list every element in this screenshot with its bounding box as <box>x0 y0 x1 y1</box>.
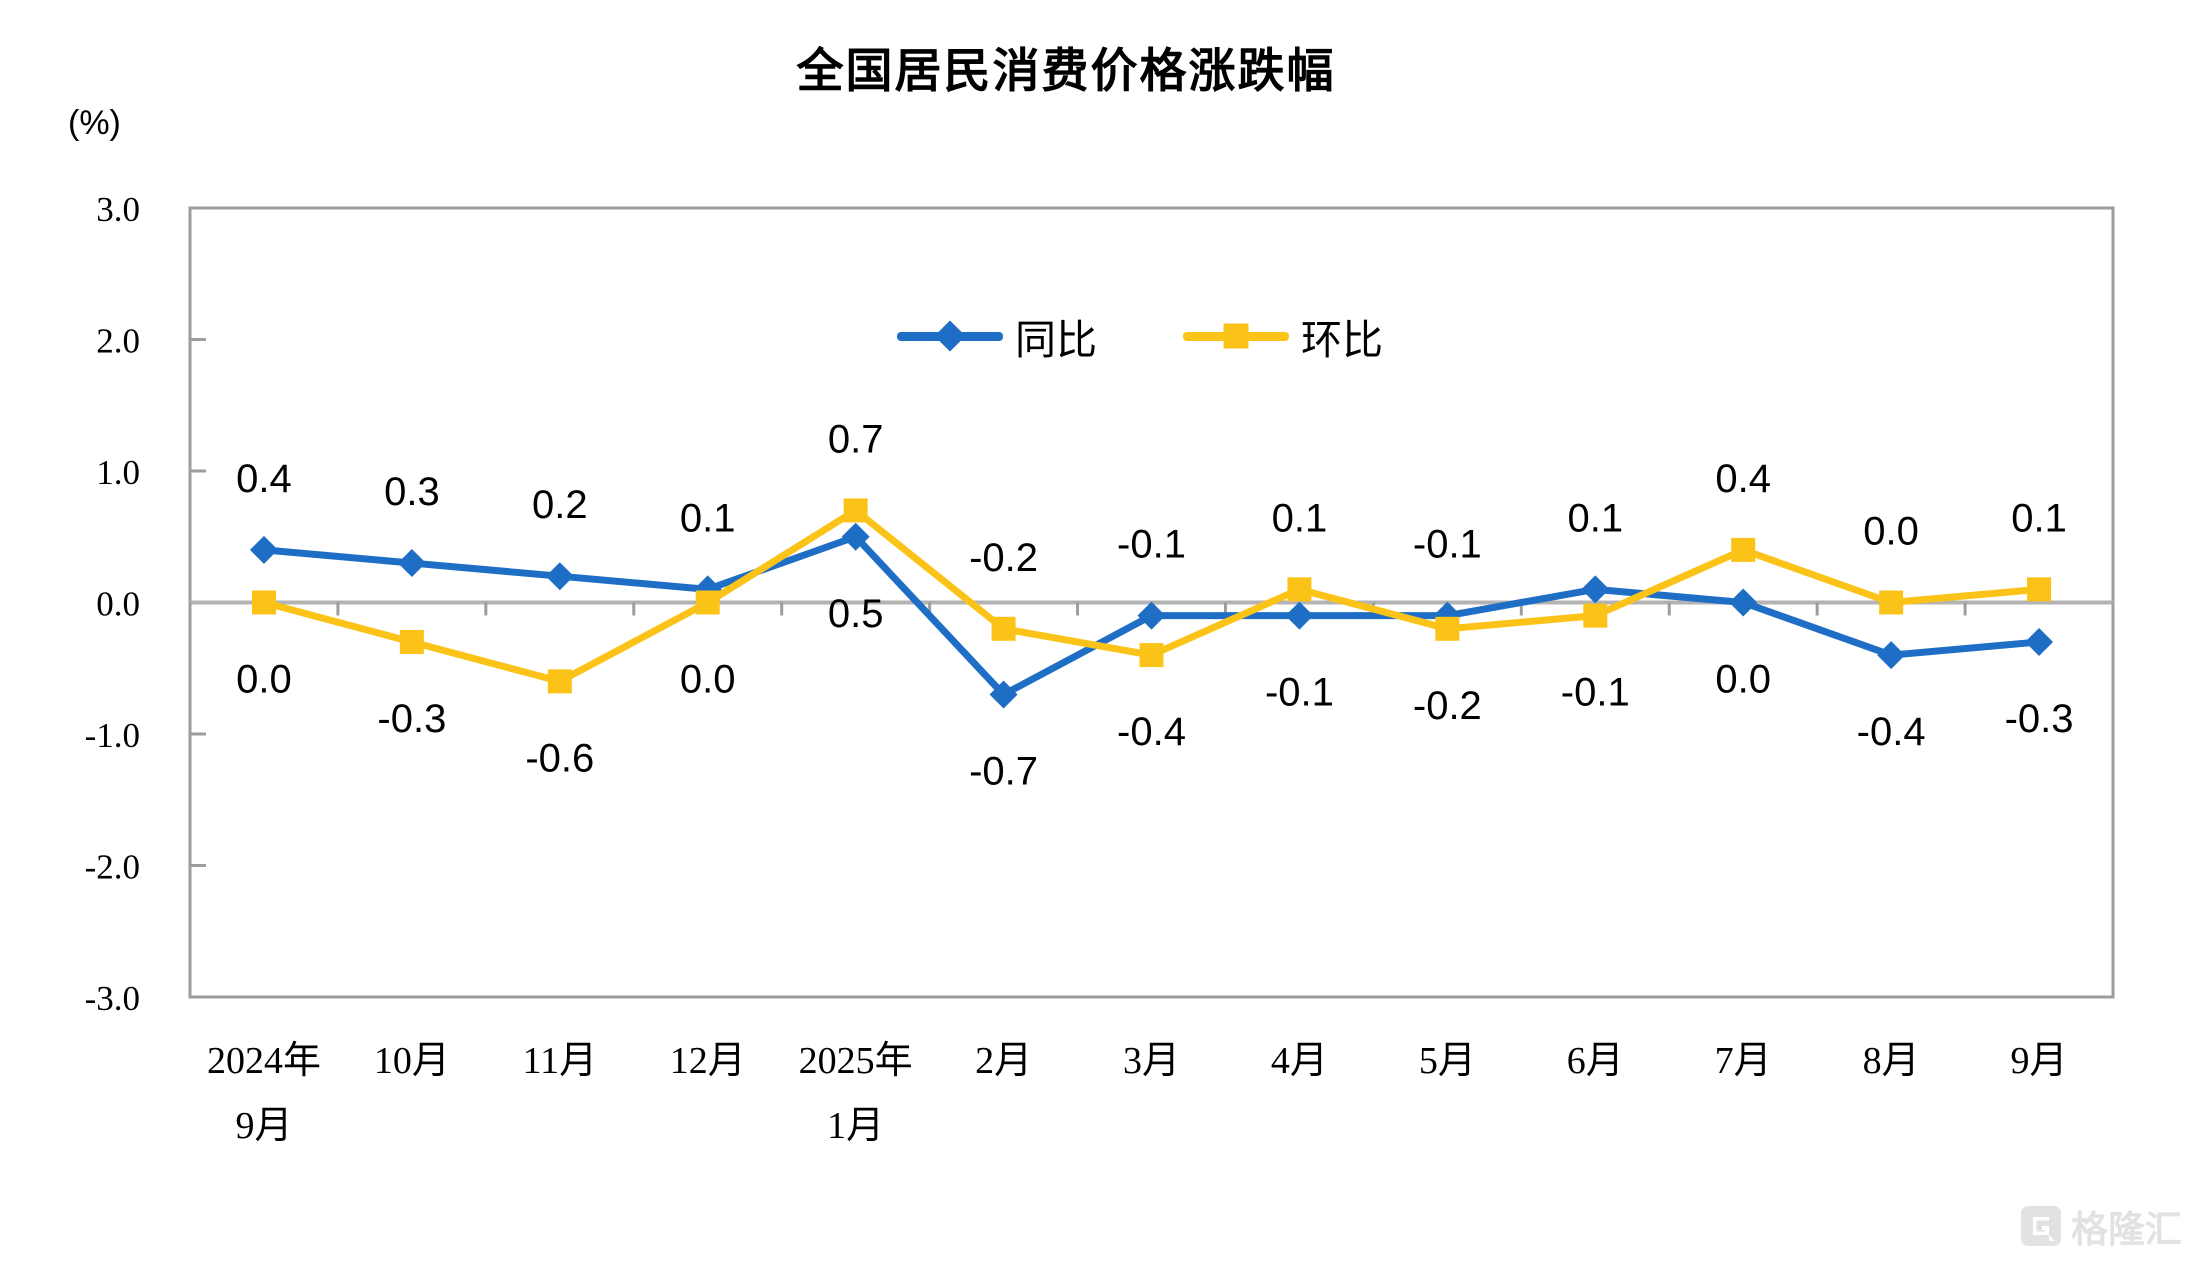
x-axis-label: 9月 <box>235 1105 292 1147</box>
marker-同比 <box>1137 601 1166 630</box>
huanbi-line-swatch <box>1183 323 1289 349</box>
marker-环比 <box>1879 590 1904 615</box>
marker-环比 <box>1287 577 1312 602</box>
x-axis-label: 9月 <box>2011 1040 2068 1082</box>
data-label-同比: -0.7 <box>969 750 1038 794</box>
marker-同比 <box>1877 641 1906 670</box>
marker-同比 <box>545 562 574 591</box>
data-label-同比: -0.1 <box>1117 523 1186 567</box>
data-label-同比: -0.4 <box>1857 710 1926 754</box>
x-axis-label: 11月 <box>523 1040 598 1082</box>
data-label-环比: -0.3 <box>377 697 446 741</box>
data-label-环比: -0.4 <box>1117 710 1186 754</box>
marker-同比 <box>249 535 278 564</box>
marker-环比 <box>399 629 424 654</box>
y-axis-label: 2.0 <box>96 322 140 361</box>
gelonghui-logo-icon <box>2021 1206 2061 1246</box>
marker-同比 <box>1285 601 1314 630</box>
marker-同比 <box>1581 575 1610 604</box>
marker-环比 <box>695 590 720 615</box>
marker-环比 <box>1731 537 1756 562</box>
marker-环比 <box>2027 577 2052 602</box>
data-label-同比: 0.1 <box>1567 496 1623 540</box>
marker-同比 <box>989 680 1018 709</box>
data-label-同比: 0.2 <box>532 483 588 527</box>
x-axis-label: 8月 <box>1863 1040 1920 1082</box>
y-axis-label: -1.0 <box>85 716 140 755</box>
y-axis-unit-label: (%) <box>68 104 121 142</box>
chart-title: 全国居民消费价格涨跌幅 <box>796 44 1336 97</box>
legend-label-huanbi: 环比 <box>1301 317 1383 363</box>
tongbi-diamond-marker-icon <box>934 320 966 352</box>
x-axis-label: 2025年 <box>799 1040 913 1082</box>
x-axis-label: 2024年 <box>207 1040 321 1082</box>
marker-环比 <box>251 590 276 615</box>
data-label-同比: 0.1 <box>680 496 736 540</box>
legend-item-huanbi: 环比 <box>1183 306 1383 366</box>
x-axis-label: 7月 <box>1715 1040 1772 1082</box>
data-label-同比: 0.3 <box>384 470 440 514</box>
y-axis-label: 3.0 <box>96 190 140 229</box>
huanbi-square-marker-icon <box>1223 323 1249 349</box>
watermark: 格隆汇 <box>2019 1199 2182 1253</box>
x-axis-label: 12月 <box>670 1040 746 1082</box>
x-axis-label: 2月 <box>975 1040 1032 1082</box>
marker-环比 <box>1435 616 1460 641</box>
data-label-环比: 0.7 <box>828 417 884 461</box>
data-label-同比: 0.0 <box>1715 658 1771 702</box>
data-label-环比: -0.2 <box>1413 684 1482 728</box>
y-axis-label: 1.0 <box>96 453 140 492</box>
data-label-环比: -0.2 <box>969 536 1038 580</box>
x-axis-label: 6月 <box>1567 1040 1624 1082</box>
data-label-环比: 0.0 <box>1863 510 1919 554</box>
data-label-环比: 0.0 <box>680 658 736 702</box>
x-axis-label: 3月 <box>1123 1040 1180 1082</box>
data-label-环比: -0.1 <box>1561 671 1630 715</box>
data-label-同比: 0.5 <box>828 592 884 636</box>
x-axis-label: 4月 <box>1271 1040 1328 1082</box>
x-axis-label: 10月 <box>374 1040 450 1082</box>
data-label-同比: 0.4 <box>236 457 292 501</box>
watermark-text: 格隆汇 <box>2071 1209 2182 1250</box>
marker-同比 <box>1729 588 1758 617</box>
data-label-同比: -0.3 <box>2005 697 2074 741</box>
marker-同比 <box>841 522 870 551</box>
data-label-环比: 0.1 <box>1272 496 1328 540</box>
y-axis-label: -3.0 <box>85 979 140 1018</box>
marker-环比 <box>1139 643 1164 668</box>
marker-环比 <box>843 498 868 523</box>
data-label-环比: 0.4 <box>1715 457 1771 501</box>
data-label-环比: 0.1 <box>2011 496 2067 540</box>
y-axis-label: -2.0 <box>85 848 140 887</box>
y-axis-label: 0.0 <box>96 585 140 624</box>
data-label-环比: 0.0 <box>236 658 292 702</box>
legend-label-tongbi: 同比 <box>1015 317 1097 363</box>
data-label-同比: -0.1 <box>1265 671 1334 715</box>
marker-环比 <box>547 669 572 694</box>
marker-同比 <box>2025 627 2054 656</box>
x-axis-label: 5月 <box>1419 1040 1476 1082</box>
legend: 同比 环比 <box>897 306 1383 366</box>
marker-环比 <box>991 616 1016 641</box>
legend-item-tongbi: 同比 <box>897 306 1097 366</box>
marker-同比 <box>397 549 426 578</box>
data-label-同比: -0.1 <box>1413 523 1482 567</box>
x-axis-label: 1月 <box>827 1105 884 1147</box>
marker-环比 <box>1583 603 1608 628</box>
tongbi-line-swatch <box>897 320 1003 352</box>
data-label-环比: -0.6 <box>525 736 594 780</box>
